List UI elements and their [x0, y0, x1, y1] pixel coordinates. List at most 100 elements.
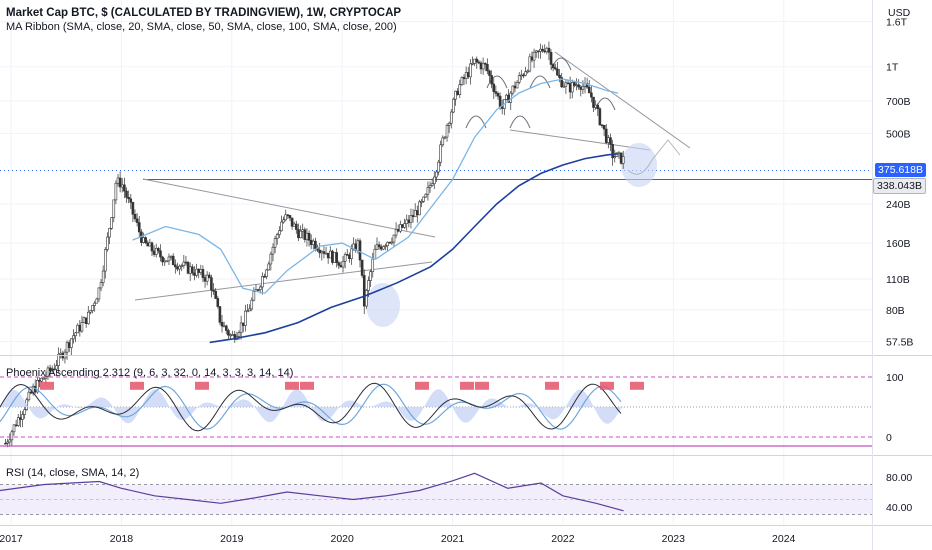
candle-body [103, 249, 107, 272]
candle-body [545, 47, 549, 52]
time-tick-label: 2017 [0, 533, 23, 545]
candle-body [229, 334, 232, 337]
osc-hot-zone [630, 381, 644, 390]
candle-body [617, 152, 621, 155]
oscillator-legend[interactable]: Phoenix Ascending 2.312 (9, 6, 3, 32, 0,… [6, 367, 294, 379]
candle-body [135, 218, 139, 223]
candle-body [256, 289, 260, 291]
candle-body [318, 249, 321, 254]
candle-body [386, 241, 389, 247]
candle-body [120, 184, 124, 188]
candle-body [265, 269, 268, 277]
candle-body [70, 338, 73, 348]
candle-body [123, 184, 126, 192]
candle-body [462, 77, 466, 79]
candle-body [101, 270, 105, 283]
triangle-lower-line [134, 261, 433, 301]
rsi-tick-label: 40.00 [886, 502, 912, 514]
candle-body [371, 258, 375, 272]
time-axis[interactable]: 2017 2018 2019 2020 2021 2022 2023 2024 [0, 533, 796, 545]
rsi-plot [0, 472, 872, 515]
candle-body [171, 255, 175, 266]
candle-body [379, 246, 383, 250]
candle-body [396, 229, 400, 232]
candle-body [564, 82, 568, 87]
candle-body [422, 196, 425, 202]
candle-body [579, 86, 583, 90]
candle-body [258, 286, 262, 290]
candle-body [207, 274, 211, 278]
time-tick-label: 2020 [330, 533, 354, 545]
candle-body [193, 272, 196, 276]
candle-body [543, 50, 546, 53]
candle-body [278, 230, 281, 235]
osc-hot-zone [475, 381, 489, 390]
candle-body [174, 264, 177, 268]
candle-body [494, 91, 498, 94]
candle-body [224, 325, 228, 331]
candle-body [89, 310, 92, 313]
candle-body [191, 266, 194, 274]
oscillator-plot [0, 376, 872, 447]
price-pane-background [0, 0, 872, 355]
candle-body [369, 271, 372, 281]
candle-body [570, 82, 574, 93]
candle-body [458, 84, 462, 95]
candle-body [184, 261, 188, 264]
candle-body [205, 274, 209, 282]
candle-body [558, 74, 561, 78]
candle-body [490, 75, 493, 85]
candle-body [10, 431, 14, 441]
triangle-upper-line [142, 178, 436, 238]
candle-body [290, 217, 294, 227]
drawing-annotations [0, 51, 872, 327]
osc-main-line [0, 382, 622, 432]
candle-body [214, 290, 217, 299]
currency-label[interactable]: USD [888, 7, 911, 19]
candle-body [273, 238, 277, 248]
candle-body [118, 177, 122, 188]
time-tick-label: 2018 [110, 533, 134, 545]
candle-body [299, 230, 302, 239]
osc-hot-zone [460, 381, 474, 390]
price-axis[interactable]: 1.6T 1T 700B 500B 240B 160B 110B 80B 57.5B [886, 16, 913, 348]
candle-body [449, 111, 453, 124]
candle-body [426, 187, 430, 195]
candle-body [137, 222, 141, 233]
candle-body [399, 224, 402, 232]
price-pane[interactable]: 1.6T 1T 700B 500B 240B 160B 110B 80B 57.5B [0, 0, 913, 525]
candle-body [169, 255, 173, 258]
candle-body [604, 128, 608, 143]
candle-body [216, 298, 220, 307]
symbol-title[interactable]: Market Cap BTC, $ (CALCULATED BY TRADING… [6, 7, 402, 19]
rsi-pane[interactable]: 80.00 40.00 [0, 472, 912, 515]
price-tick-label: 700B [886, 96, 911, 108]
candle-body [590, 92, 593, 98]
oscillator-pane[interactable]: 100 0 [0, 372, 904, 447]
candle-body [473, 58, 476, 64]
highlight-ellipse [621, 143, 657, 187]
candle-body [403, 223, 406, 228]
rsi-legend[interactable]: RSI (14, close, SMA, 14, 2) [6, 467, 140, 479]
candle-body [456, 90, 459, 95]
candle-body [72, 335, 75, 340]
candle-body [55, 365, 58, 370]
ma-long-line [209, 152, 619, 344]
candle-body [178, 265, 181, 270]
candle-body [541, 48, 544, 52]
candle-body [360, 259, 364, 276]
candle-body [186, 262, 190, 274]
candle-body [280, 221, 283, 232]
candle-body [303, 229, 307, 240]
candle-body [227, 330, 230, 336]
candle-body [152, 250, 156, 255]
candle-body [269, 253, 273, 265]
candle-body [513, 85, 517, 89]
candle-body [607, 137, 610, 143]
candle-body [445, 125, 449, 138]
ma-ribbon-legend[interactable]: MA Ribbon (SMA, close, 20, SMA, close, 5… [6, 21, 397, 33]
candle-body [8, 439, 12, 443]
candle-body [125, 190, 128, 198]
candle-body [23, 409, 26, 415]
